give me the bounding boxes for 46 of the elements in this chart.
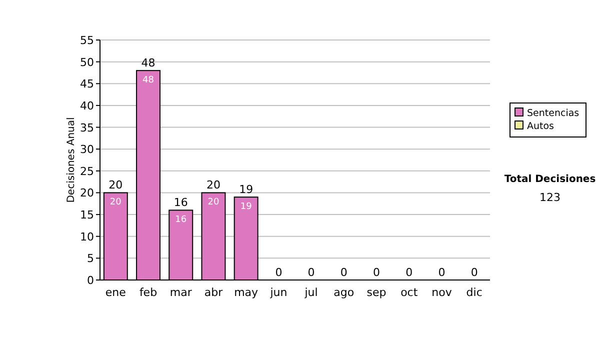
data-label: 48 (142, 76, 154, 86)
legend-label: Sentencias (527, 108, 580, 119)
total-label: 0 (275, 266, 282, 279)
x-tick-label: mar (170, 286, 192, 299)
total-label: 48 (141, 56, 156, 70)
y-tick-label: 40 (80, 99, 94, 112)
y-tick-label: 30 (80, 143, 94, 156)
y-tick-label: 10 (80, 230, 94, 244)
total-label: 0 (438, 266, 446, 279)
data-label: 20 (110, 198, 122, 208)
total-label: 0 (340, 266, 348, 279)
total-label: 0 (373, 266, 380, 279)
x-tick-label: ene (105, 286, 126, 299)
y-tick-label: 45 (80, 78, 94, 91)
data-label: 19 (240, 202, 252, 212)
total-label: 0 (406, 266, 413, 279)
total-label: 20 (206, 178, 220, 192)
x-tick-label: sep (366, 286, 386, 299)
y-tick-label: 15 (80, 208, 94, 222)
y-tick-label: 25 (80, 164, 94, 178)
y-tick-label: 50 (80, 56, 94, 69)
x-tick-label: may (234, 286, 259, 299)
total-label: 16 (174, 196, 188, 210)
total-label: 19 (239, 183, 254, 196)
y-tick-label: 0 (87, 274, 94, 287)
x-tick-label: dic (466, 286, 482, 299)
total-label: 20 (108, 178, 123, 192)
data-label: 16 (175, 215, 187, 226)
y-tick-label: 5 (87, 252, 94, 266)
y-tick-label: 55 (80, 34, 94, 47)
total-label: 0 (470, 266, 478, 279)
total-label: 0 (308, 266, 315, 279)
data-label: 20 (208, 198, 220, 208)
x-tick-label: jun (269, 286, 288, 299)
y-tick-label: 35 (80, 121, 94, 134)
y-axis-title: Decisiones Anual (66, 117, 77, 203)
text: Total Decisiones (504, 174, 596, 185)
x-tick-label: abr (204, 286, 224, 299)
x-tick-label: jul (304, 286, 318, 299)
x-tick-label: oct (400, 286, 418, 299)
x-tick-label: ago (334, 286, 354, 299)
legend-label: Autos (527, 121, 554, 132)
x-tick-label: feb (139, 286, 158, 299)
text: 123 (540, 191, 560, 204)
y-tick-label: 20 (80, 186, 94, 200)
x-tick-label: nov (432, 286, 452, 299)
